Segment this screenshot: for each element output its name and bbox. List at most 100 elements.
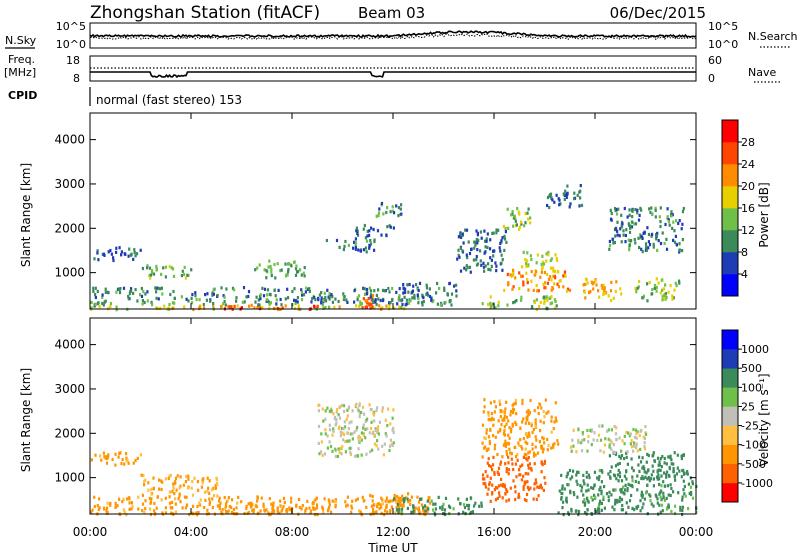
heatmap-cell [631, 220, 634, 224]
heatmap-cell [670, 210, 673, 214]
heatmap-cell [503, 425, 506, 429]
heatmap-cell [674, 234, 677, 238]
heatmap-cell [114, 501, 117, 505]
heatmap-cell [139, 453, 142, 457]
heatmap-cell [456, 257, 459, 261]
heatmap-cell [312, 501, 315, 505]
heatmap-cell [279, 297, 282, 302]
heatmap-cell [510, 452, 513, 456]
heatmap-cell [597, 289, 600, 293]
colorbar-tick-label: 24 [741, 158, 755, 171]
heatmap-cell [389, 499, 392, 503]
heatmap-cell [375, 293, 378, 297]
heatmap-cell [528, 421, 531, 425]
heatmap-cell [682, 206, 685, 211]
heatmap-cell [392, 430, 395, 434]
heatmap-cell [220, 510, 223, 514]
heatmap-cell [650, 234, 653, 238]
heatmap-cell [556, 439, 559, 443]
heatmap-cell [610, 211, 613, 216]
heatmap-cell [369, 426, 373, 431]
heatmap-cell [481, 423, 485, 427]
heatmap-cell [381, 498, 384, 502]
heatmap-cell [651, 288, 654, 292]
heatmap-cell [301, 504, 304, 508]
heatmap-cell [669, 493, 672, 498]
heatmap-cell [603, 485, 606, 489]
heatmap-cell [228, 305, 231, 309]
heatmap-cell [149, 276, 152, 280]
heatmap-cell [420, 497, 423, 501]
heatmap-cell [511, 287, 514, 291]
heatmap-cell [611, 237, 614, 241]
heatmap-cell [151, 271, 154, 275]
heatmap-cell [269, 293, 272, 297]
heatmap-cell [179, 500, 182, 504]
heatmap-cell [488, 482, 491, 487]
heatmap-cell [322, 299, 325, 303]
heatmap-cell [552, 427, 555, 431]
heatmap-cell [370, 226, 373, 230]
heatmap-cell [483, 405, 486, 409]
heatmap-cell [660, 503, 664, 507]
heatmap-cell [356, 407, 359, 411]
heatmap-cell [387, 286, 390, 291]
heatmap-cell [211, 497, 214, 501]
heatmap-cell [363, 287, 366, 291]
heatmap-cell [584, 296, 587, 300]
heatmap-cell [361, 306, 364, 310]
heatmap-cell [105, 511, 109, 515]
heatmap-cell [105, 509, 108, 513]
heatmap-cell [181, 269, 184, 273]
heatmap-cell [527, 288, 530, 292]
heatmap-cell [657, 473, 660, 477]
heatmap-cell [494, 435, 497, 439]
heatmap-cell [293, 298, 296, 302]
heatmap-cell [376, 427, 380, 431]
heatmap-cell [646, 477, 649, 481]
heatmap-cell [486, 461, 489, 465]
heatmap-cell [90, 458, 93, 462]
heatmap-cell [634, 241, 637, 245]
heatmap-cell [485, 237, 488, 241]
heatmap-cell [339, 446, 342, 450]
heatmap-cell [690, 490, 693, 495]
heatmap-cell [365, 299, 368, 303]
heatmap-cell [363, 499, 366, 503]
heatmap-cell [661, 455, 664, 459]
heatmap-cell [626, 486, 629, 491]
heatmap-cell [251, 502, 254, 507]
heatmap-cell [489, 427, 492, 431]
heatmap-cell [302, 293, 306, 297]
heatmap-cell [593, 484, 596, 488]
heatmap-cell [512, 268, 515, 272]
heatmap-cell [344, 450, 347, 454]
heatmap-cell [505, 487, 508, 492]
heatmap-cell [420, 503, 423, 507]
heatmap-cell [207, 486, 210, 490]
heatmap-cell [599, 449, 602, 453]
heatmap-cell [681, 238, 684, 242]
colorbar-swatch [722, 120, 738, 143]
heatmap-cell [503, 248, 506, 252]
heatmap-cell [487, 487, 490, 491]
heatmap-cell [661, 288, 664, 292]
heatmap-cell [663, 484, 667, 488]
heatmap-cell [579, 483, 582, 488]
heatmap-cell [148, 273, 151, 278]
heatmap-cell [612, 443, 615, 447]
heatmap-cell [99, 454, 102, 458]
heatmap-cell [525, 457, 528, 461]
heatmap-cell [214, 486, 217, 490]
heatmap-cell [142, 290, 145, 294]
heatmap-cell [269, 264, 272, 269]
heatmap-cell [158, 487, 161, 491]
heatmap-cell [505, 442, 508, 446]
heatmap-cell [524, 447, 527, 451]
heatmap-cell [505, 400, 508, 404]
heatmap-cell [521, 398, 524, 402]
heatmap-cell [463, 266, 466, 270]
heatmap-cell [209, 299, 212, 303]
heatmap-cell [610, 298, 613, 303]
